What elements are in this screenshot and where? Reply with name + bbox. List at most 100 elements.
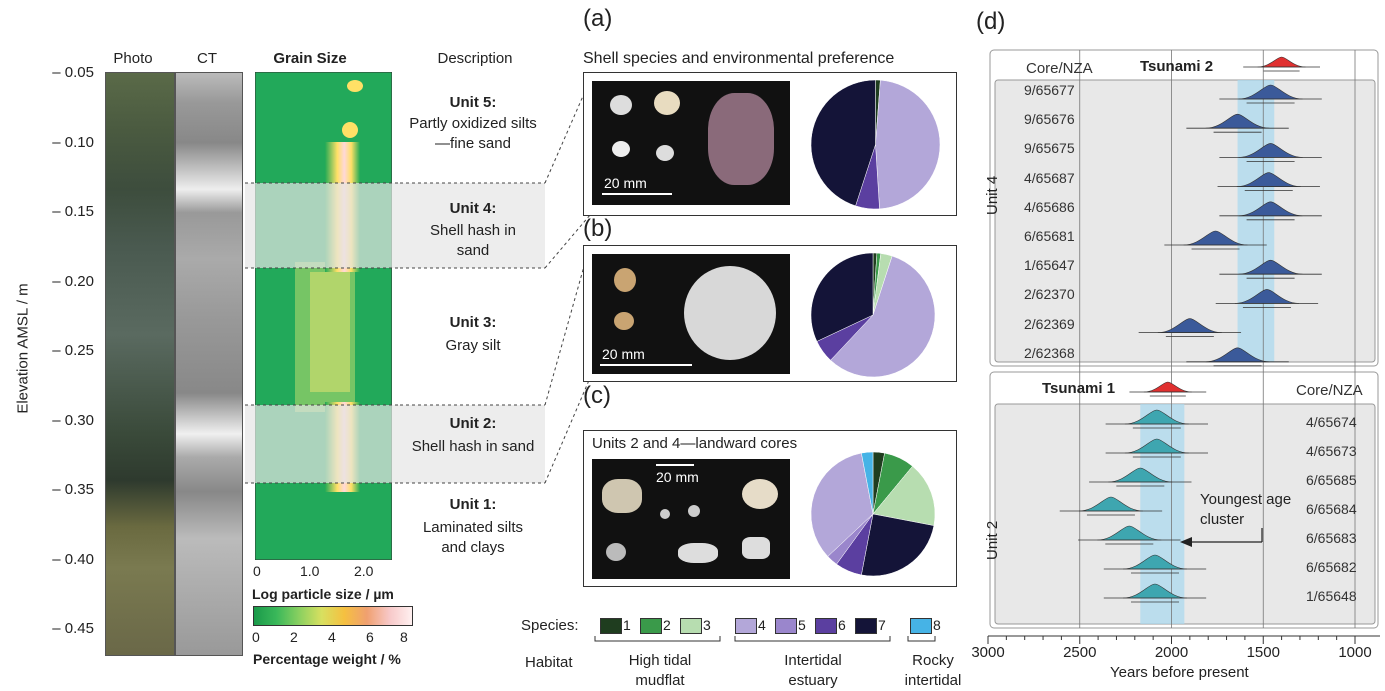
core-label: 9/65675 bbox=[1024, 140, 1075, 157]
species-swatch-7 bbox=[855, 618, 877, 634]
shell bbox=[606, 543, 626, 561]
panel-c-letter: (c) bbox=[583, 382, 611, 409]
age-distribution bbox=[1238, 143, 1303, 158]
pie-slice-species-4 bbox=[830, 255, 936, 378]
tsunami-1-label: Tsunami 1 bbox=[1042, 380, 1116, 397]
y-tick: – 0.10 bbox=[52, 133, 94, 151]
species-number-5: 5 bbox=[798, 617, 806, 633]
y-tick: – 0.05 bbox=[52, 64, 94, 81]
pie-slice-species-4 bbox=[810, 452, 874, 557]
d-x-tick-label: 1500 bbox=[1246, 644, 1280, 661]
age-distribution bbox=[1157, 318, 1222, 333]
unit-2-label: Unit 2 bbox=[984, 520, 1001, 560]
pie-slice-species-7 bbox=[810, 252, 874, 342]
y-tick: – 0.35 bbox=[52, 481, 94, 498]
pie-slice-species-3 bbox=[872, 465, 936, 526]
panel-b-letter: (b) bbox=[583, 215, 613, 242]
age-distribution bbox=[1238, 201, 1303, 217]
core-label: 1/65648 bbox=[1306, 588, 1357, 604]
scale-bar bbox=[602, 193, 672, 195]
habitat-intertidal-estuary: Intertidal estuary bbox=[784, 652, 842, 689]
pie-a bbox=[810, 79, 941, 210]
panel-c-title: Units 2 and 4—landward cores bbox=[592, 435, 798, 452]
species-label: Species: bbox=[521, 617, 579, 634]
unit-2-frame bbox=[994, 403, 1376, 625]
core-label: 9/65676 bbox=[1024, 111, 1075, 128]
age-distribution bbox=[1257, 56, 1306, 68]
unit-4-label: Unit 4 bbox=[984, 175, 1001, 215]
y-tick: – 0.20 bbox=[52, 272, 94, 290]
shell bbox=[610, 95, 632, 115]
panel-d-chart bbox=[987, 49, 1380, 644]
panel-d-letter: (d) bbox=[976, 8, 1006, 35]
col-photo-header: Photo bbox=[113, 50, 153, 67]
core-label: 6/65683 bbox=[1306, 530, 1357, 546]
scale-bar bbox=[600, 364, 692, 366]
age-distribution bbox=[1236, 172, 1301, 187]
shell bbox=[602, 479, 642, 513]
d-x-tick-label: 3000 bbox=[971, 644, 1005, 661]
species-swatch-2 bbox=[640, 618, 662, 634]
species-swatch-4 bbox=[735, 618, 757, 634]
shell bbox=[742, 479, 778, 509]
ct-scan bbox=[175, 72, 243, 656]
age-distribution bbox=[1124, 409, 1189, 425]
core-label: 2/62370 bbox=[1024, 286, 1075, 303]
shell bbox=[612, 141, 630, 157]
habitat-rocky: Rocky intertidal bbox=[904, 652, 962, 689]
scale-label: 20 mm bbox=[656, 469, 699, 485]
shell bbox=[654, 91, 680, 115]
panel-a: 20 mm bbox=[583, 72, 957, 216]
d-x-tick-label: 1000 bbox=[1338, 644, 1372, 661]
panel-c: Units 2 and 4—landward cores 20 mm bbox=[583, 430, 957, 587]
panel-c-photo: 20 mm bbox=[592, 459, 790, 579]
habitat-label: Habitat bbox=[525, 654, 573, 671]
shell bbox=[660, 509, 670, 519]
youngest-cluster-annotation: Youngest age cluster bbox=[1200, 491, 1292, 528]
age-distribution bbox=[1238, 84, 1303, 100]
y-tick: – 0.45 bbox=[52, 620, 94, 637]
age-distribution bbox=[1205, 347, 1270, 363]
col-desc-header: Description bbox=[437, 50, 513, 67]
grain-x-label: Log particle size / µm bbox=[252, 586, 394, 602]
species-number-8: 8 bbox=[933, 617, 941, 633]
species-swatch-3 bbox=[680, 618, 702, 634]
unit-connectors bbox=[245, 79, 591, 484]
panel-a-title: Shell species and environmental preferen… bbox=[583, 50, 895, 67]
species-swatch-8 bbox=[910, 618, 932, 634]
pie-slice-species-4 bbox=[875, 79, 941, 210]
core-label: 4/65686 bbox=[1024, 198, 1075, 215]
core-label: 6/65685 bbox=[1306, 472, 1357, 488]
pie-slice-species-7 bbox=[810, 79, 876, 207]
habitat-high-tidal: High tidal mudflat bbox=[628, 652, 692, 689]
core-label: 4/65674 bbox=[1306, 414, 1357, 430]
y-tick: – 0.15 bbox=[52, 203, 94, 220]
core-label: 6/65682 bbox=[1306, 559, 1357, 575]
core-label: 4/65687 bbox=[1024, 169, 1075, 186]
age-distribution bbox=[1078, 496, 1143, 512]
panel-a-photo: 20 mm bbox=[592, 81, 790, 205]
d-header-core-bottom: Core/NZA bbox=[1296, 382, 1363, 399]
core-label: 1/65647 bbox=[1024, 257, 1075, 274]
col-ct-header: CT bbox=[197, 50, 217, 67]
age-distribution bbox=[1143, 381, 1192, 393]
grain-x-ticks: 0 1.0 2.0 bbox=[253, 563, 374, 579]
col-grain-header: Grain Size bbox=[273, 50, 347, 67]
age-distribution bbox=[1234, 289, 1299, 304]
d-header-core-top: Core/NZA bbox=[1026, 60, 1093, 77]
species-number-6: 6 bbox=[838, 617, 846, 633]
y-tick: – 0.25 bbox=[52, 342, 94, 359]
pie-slice-species-8 bbox=[861, 451, 874, 515]
pie-slice-species-7 bbox=[861, 513, 935, 577]
species-number-1: 1 bbox=[623, 617, 631, 633]
core-photo bbox=[105, 72, 175, 656]
pie-c bbox=[810, 451, 936, 577]
age-distribution bbox=[1183, 230, 1248, 246]
colorbar-label: Percentage weight / % bbox=[253, 651, 401, 667]
species-swatch-6 bbox=[815, 618, 837, 634]
species-number-3: 3 bbox=[703, 617, 711, 633]
species-number-2: 2 bbox=[663, 617, 671, 633]
shell bbox=[742, 537, 770, 559]
shell bbox=[708, 93, 774, 185]
shell bbox=[614, 268, 636, 292]
